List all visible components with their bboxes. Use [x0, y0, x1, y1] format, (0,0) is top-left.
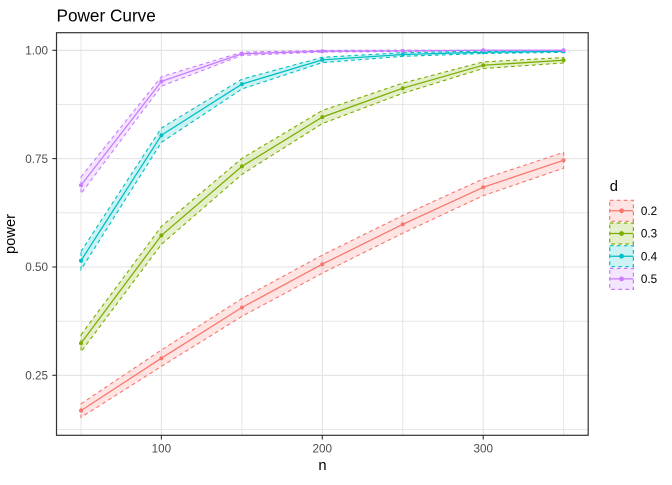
- svg-text:0.25: 0.25: [25, 370, 48, 383]
- svg-text:Power Curve: Power Curve: [57, 6, 156, 26]
- svg-text:0.75: 0.75: [25, 153, 48, 166]
- svg-text:0.5: 0.5: [641, 273, 658, 286]
- svg-text:200: 200: [313, 443, 333, 456]
- svg-text:0.2: 0.2: [641, 205, 657, 218]
- svg-text:0.4: 0.4: [641, 250, 658, 263]
- svg-text:0.3: 0.3: [641, 228, 657, 241]
- svg-text:n: n: [318, 458, 326, 474]
- svg-text:power: power: [3, 214, 19, 254]
- svg-text:100: 100: [152, 443, 172, 456]
- svg-text:300: 300: [473, 443, 493, 456]
- svg-text:0.50: 0.50: [25, 261, 48, 274]
- svg-text:d: d: [610, 179, 618, 195]
- svg-text:1.00: 1.00: [25, 45, 48, 58]
